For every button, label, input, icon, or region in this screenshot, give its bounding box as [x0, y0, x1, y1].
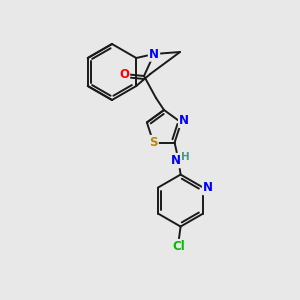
- Text: N: N: [149, 47, 159, 61]
- Text: O: O: [119, 68, 129, 80]
- Text: Cl: Cl: [172, 240, 185, 253]
- Text: S: S: [149, 136, 158, 149]
- Text: N: N: [179, 114, 189, 127]
- Text: H: H: [181, 152, 190, 162]
- Text: N: N: [203, 181, 213, 194]
- Text: N: N: [171, 154, 181, 167]
